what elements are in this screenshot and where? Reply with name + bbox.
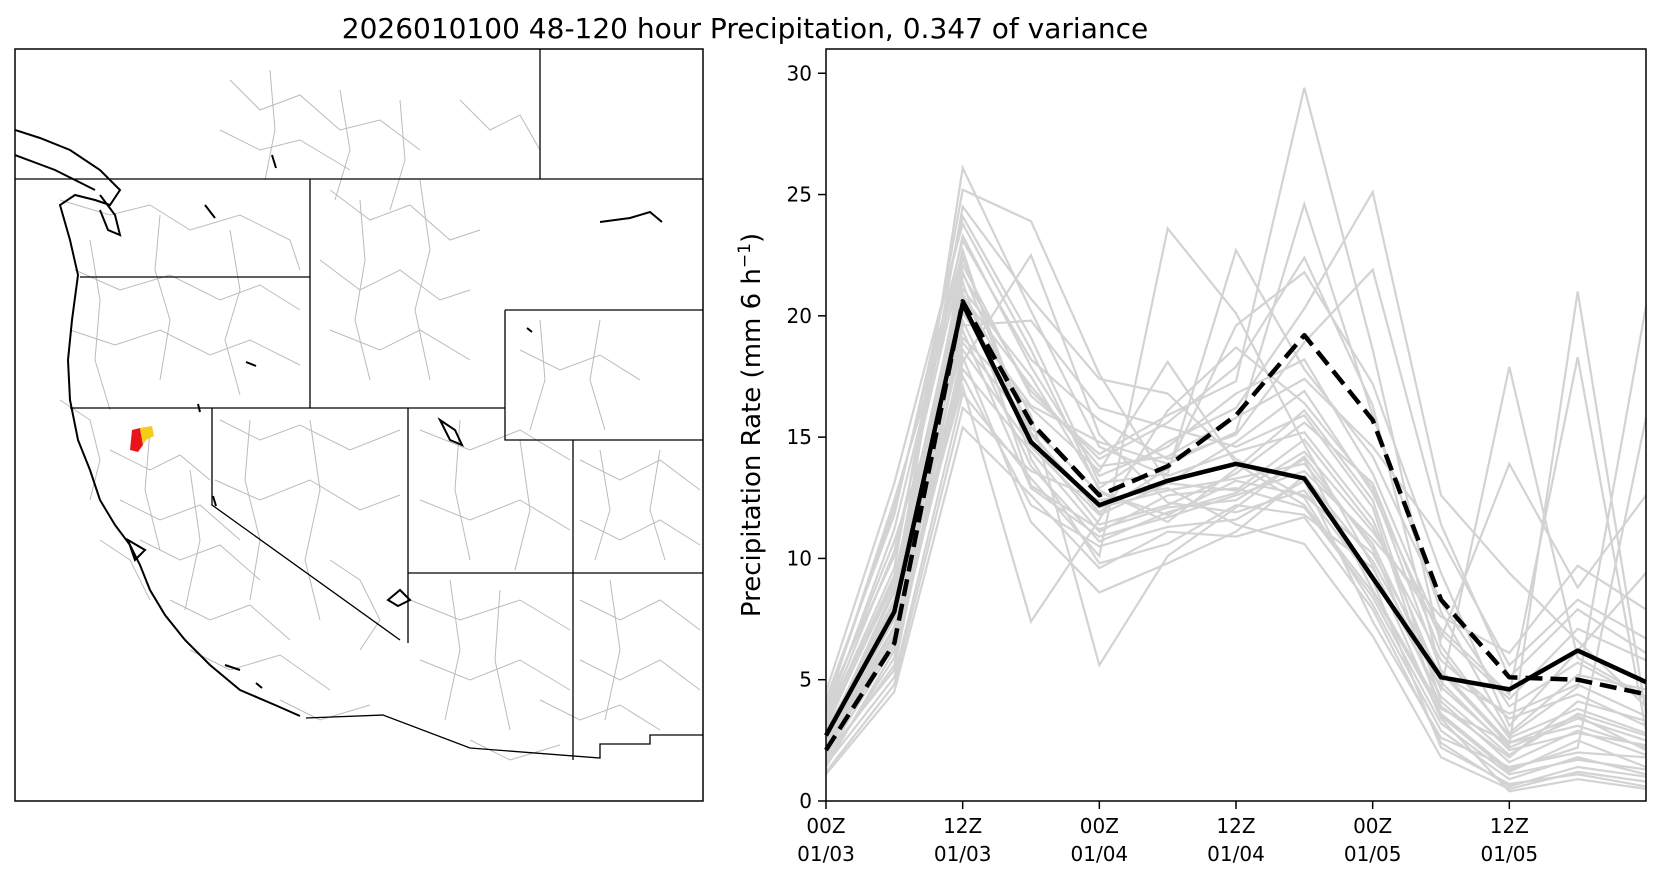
x-axis: 00Z 01/03 12Z 01/03 00Z 01/04 12Z 01/04 00Z 01/05… — [797, 801, 1538, 866]
ensemble-member-line — [825, 317, 1648, 749]
ensemble-member-line — [824, 213, 1647, 708]
y-axis: 0 5 10 15 20 25 30 — [787, 61, 826, 813]
x-tick-label-time: 00Z — [806, 814, 845, 838]
y-tick-label: 10 — [787, 546, 812, 570]
ensemble-member-line — [825, 225, 1647, 793]
coastline — [15, 129, 663, 717]
ensemble-member-line — [824, 253, 1648, 737]
ensemble-member-line — [825, 232, 1647, 705]
ensemble-member-line — [825, 425, 1647, 788]
ensemble-member-line — [825, 347, 1647, 761]
ensemble-member-line — [824, 327, 1647, 712]
x-tick-label-time: 00Z — [1353, 814, 1392, 838]
x-tick-label-date: 01/04 — [1207, 842, 1265, 866]
state-boundaries — [15, 49, 703, 760]
y-axis-label: Precipitation Rate (mm 6 h−1) — [735, 233, 767, 617]
ensemble-member-line — [825, 189, 1647, 736]
map-panel — [14, 48, 704, 802]
y-tick-label: 30 — [787, 61, 812, 85]
ensemble-member-line — [824, 188, 1647, 727]
x-tick-label-date: 01/04 — [1071, 842, 1129, 866]
ensemble-member-line — [825, 405, 1647, 791]
ensemble-member-line — [825, 366, 1647, 776]
x-tick-label-time: 12Z — [943, 814, 982, 838]
dashed-series-line — [824, 299, 1647, 752]
y-tick-label: 5 — [799, 668, 812, 692]
y-axis-label-text: Precipitation Rate (mm 6 h — [737, 268, 767, 617]
ensemble-member-line — [824, 203, 1647, 781]
x-tick-label-date: 01/05 — [1344, 842, 1402, 866]
basin-boundaries — [59, 69, 701, 761]
ensemble-members — [824, 87, 1648, 793]
ensemble-member-line — [825, 252, 1647, 788]
highlighted-basin — [130, 426, 154, 452]
ensemble-member-line — [824, 268, 1647, 728]
y-tick-label: 15 — [787, 425, 812, 449]
ensemble-member-line — [824, 255, 1648, 748]
y-tick-label: 20 — [787, 304, 812, 328]
figure-title: 2026010100 48-120 hour Precipitation, 0.… — [342, 12, 1148, 45]
y-tick-label: 25 — [787, 183, 812, 207]
map-frame — [14, 48, 704, 802]
y-tick-label: 0 — [799, 789, 812, 813]
ensemble-member-line — [825, 373, 1647, 769]
x-tick-label-time: 00Z — [1080, 814, 1119, 838]
ensemble-member-line — [825, 335, 1648, 771]
main-series — [824, 299, 1647, 752]
y-axis-label-close: ) — [737, 233, 767, 243]
x-tick-label-date: 01/05 — [1481, 842, 1539, 866]
x-tick-label-date: 01/03 — [934, 842, 992, 866]
ensemble-member-line — [824, 246, 1647, 757]
x-tick-label-time: 12Z — [1216, 814, 1255, 838]
x-tick-label-time: 12Z — [1490, 814, 1529, 838]
ensemble-member-line — [825, 164, 1647, 752]
x-tick-label-date: 01/03 — [797, 842, 855, 866]
line-chart-panel: 0 5 10 15 20 25 30 00Z 01/03 12Z 01/03 00Z 01/04 12Z… — [735, 48, 1648, 866]
y-axis-label-superscript: −1 — [735, 243, 755, 268]
ensemble-member-line — [825, 353, 1647, 749]
ensemble-member-line — [824, 220, 1647, 764]
